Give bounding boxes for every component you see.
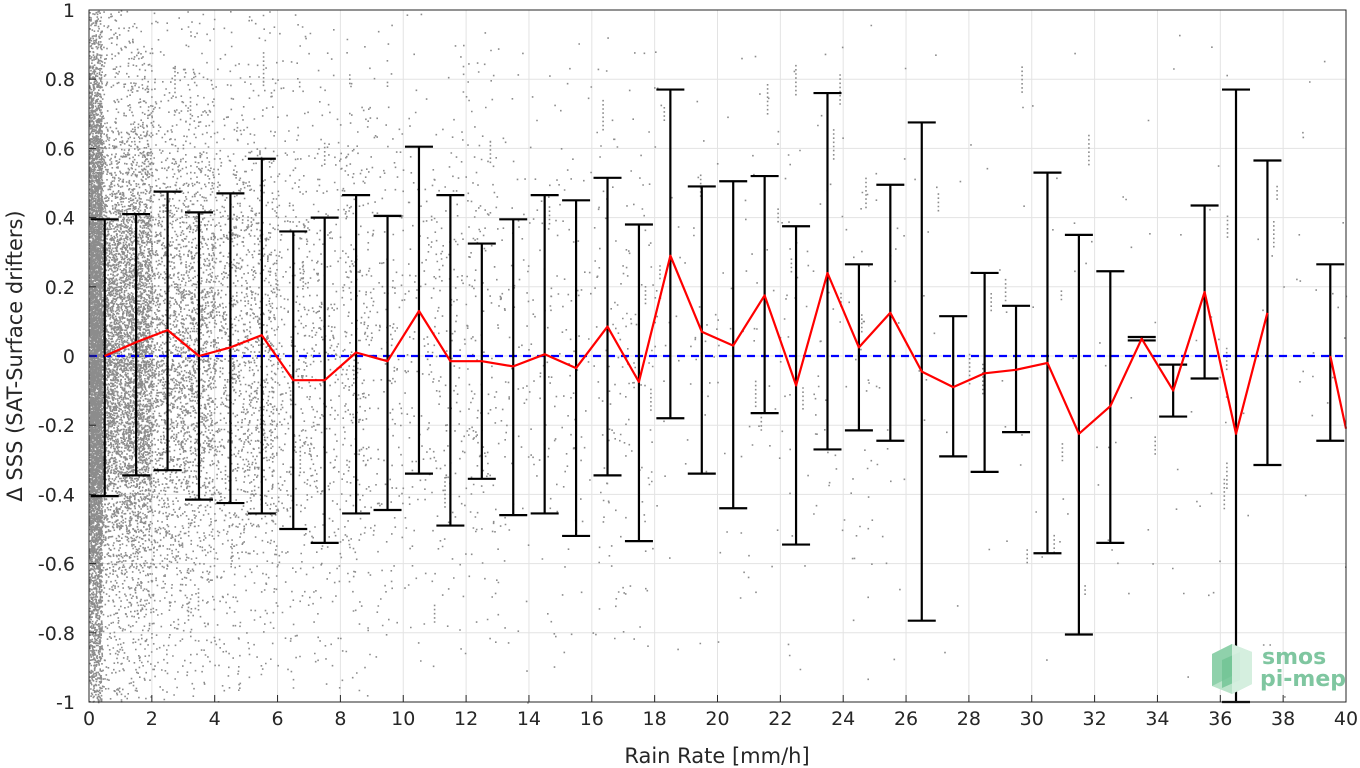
mean-series-segment: [1329, 355, 1348, 429]
y-tick-label: 0.8: [45, 69, 75, 91]
error-bar-37: [1253, 159, 1282, 467]
x-tick-label: 4: [209, 708, 221, 730]
error-bar-0: [90, 218, 119, 498]
y-tick-label: 0.4: [45, 208, 75, 230]
y-tick-label: 1: [63, 0, 75, 22]
x-tick-label: 24: [831, 708, 855, 730]
y-tick-label: -0.8: [38, 623, 75, 645]
x-tick-label: 8: [334, 708, 346, 730]
x-tick-label: 14: [517, 708, 541, 730]
error-bar-38: [1316, 263, 1345, 442]
x-tick-label: 2: [146, 708, 158, 730]
x-tick-label: 32: [1083, 708, 1107, 730]
error-bar-9: [373, 214, 402, 512]
x-tick-label: 26: [894, 708, 918, 730]
error-bar-18: [656, 88, 685, 420]
y-tick-label: -1: [56, 692, 75, 714]
error-bar-23: [813, 91, 842, 451]
logo-cube-icon: [1212, 644, 1252, 694]
scatter-points-path: [89, 10, 1348, 704]
y-tick-label: 0.6: [45, 138, 75, 160]
x-axis-title: Rain Rate [mm/h]: [624, 744, 809, 768]
x-tick-label: 30: [1020, 708, 1044, 730]
x-axis-ticks: 0 2 4 6 8 10 12 14 16 18 20 22 24 26 28 30 32 34 36 38 40: [83, 695, 1358, 730]
x-tick-label: 28: [957, 708, 981, 730]
x-tick-label: 40: [1334, 708, 1358, 730]
y-axis-ticks: -1 -0.8 -0.6 -0.4 -0.2 0 0.2 0.4 0.6 0.8 1: [38, 0, 96, 714]
x-tick-label: 18: [643, 708, 667, 730]
mean-series-segment: [104, 254, 1269, 435]
x-tick-label: 16: [580, 708, 604, 730]
y-tick-label: -0.2: [38, 415, 75, 437]
x-tick-label: 38: [1271, 708, 1295, 730]
x-tick-label: 10: [391, 708, 415, 730]
x-tick-label: 20: [705, 708, 729, 730]
y-tick-label: 0.2: [45, 277, 75, 299]
error-bar-1: [122, 213, 151, 477]
x-tick-label: 22: [768, 708, 792, 730]
y-tick-label: 0: [63, 346, 75, 368]
x-tick-label: 34: [1145, 708, 1169, 730]
x-tick-label: 0: [83, 708, 95, 730]
x-tick-label: 36: [1208, 708, 1232, 730]
mean-line: [104, 254, 1348, 435]
error-bar-8: [342, 194, 371, 515]
x-tick-label: 6: [272, 708, 284, 730]
logo-line2: pi-mep: [1260, 667, 1346, 692]
y-tick-label: -0.4: [38, 484, 75, 506]
x-tick-label: 12: [454, 708, 478, 730]
logo-line1: smos: [1262, 645, 1326, 670]
scatter-points: [89, 10, 1348, 704]
smos-pi-mep-logo: smos pi-mep: [1212, 644, 1346, 694]
y-tick-label: -0.6: [38, 554, 75, 576]
y-axis-title: Δ SSS (SAT-Surface drifters): [3, 210, 27, 501]
